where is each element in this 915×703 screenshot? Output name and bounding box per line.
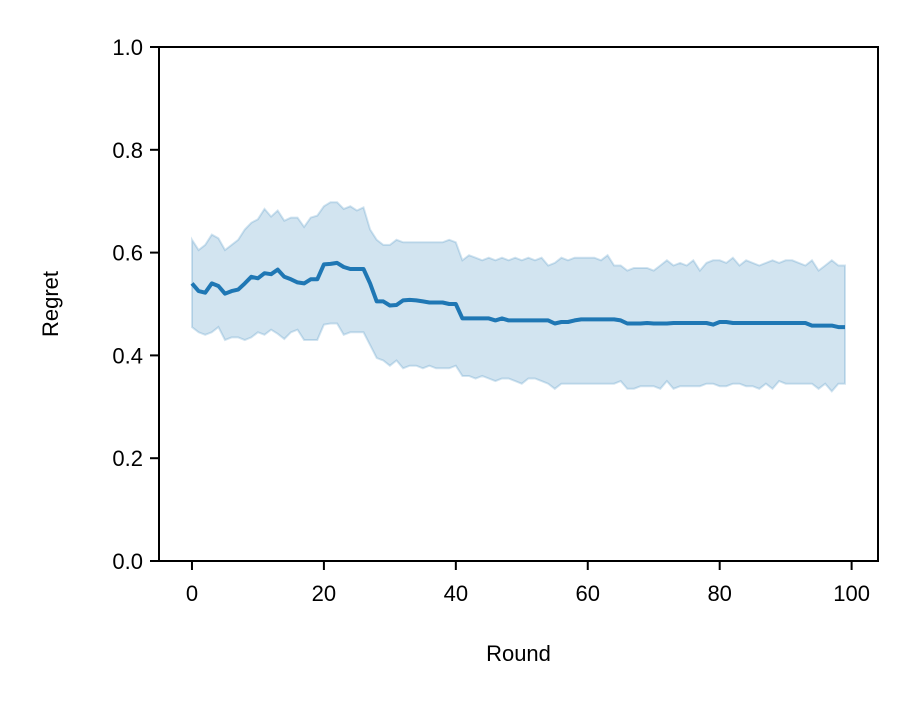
y-tick-label: 0.0 [112,549,143,574]
x-axis-ticks: 0 20 40 60 80 100 [186,561,870,606]
x-tick-label: 0 [186,581,198,606]
confidence-band [191,201,846,393]
y-axis-label: Regret [38,271,63,337]
x-tick-label: 80 [707,581,731,606]
plot-area [190,201,846,393]
y-tick-label: 0.6 [112,241,143,266]
x-axis-label: Round [486,641,551,666]
x-tick-label: 40 [444,581,468,606]
y-tick-label: 1.0 [112,35,143,60]
mean-regret-line [190,260,845,330]
x-tick-label: 20 [312,581,336,606]
y-axis-ticks: 0.0 0.2 0.4 0.6 0.8 1.0 [112,35,159,574]
axes-frame [158,46,879,562]
x-tick-label: 100 [833,581,870,606]
x-tick-label: 60 [576,581,600,606]
y-tick-label: 0.8 [112,138,143,163]
y-tick-label: 0.4 [112,343,143,368]
y-tick-label: 0.2 [112,446,143,471]
